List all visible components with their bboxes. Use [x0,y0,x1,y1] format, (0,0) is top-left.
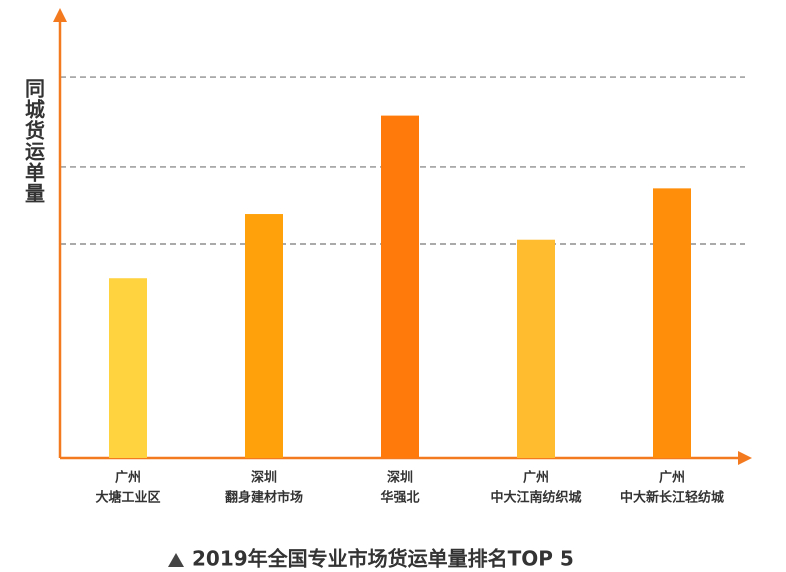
x-tick-label: 深圳 [251,470,277,486]
bar [653,188,691,459]
x-tick-label: 中大新长江轻纺城 [620,490,724,506]
x-axis-arrow [738,451,752,465]
x-tick-label: 大塘工业区 [95,490,160,506]
bar [109,278,147,458]
x-tick-label: 广州 [115,470,141,486]
y-axis-arrow [53,8,67,22]
x-tick-label: 广州 [523,470,549,486]
chart-title: 2019年全国专业市场货运单量排名TOP 5 [192,547,574,571]
bar [517,239,555,458]
bar [245,214,283,458]
x-tick-label: 华强北 [380,490,419,506]
x-tick-label: 翻身建材市场 [225,490,303,506]
title-icon [168,553,184,567]
bar [381,115,419,458]
y-axis-label: 同城货运单量 [22,78,46,204]
x-tick-label: 广州 [659,470,685,486]
x-tick-label: 深圳 [387,470,413,486]
x-tick-label: 中大江南纺织城 [490,490,581,506]
